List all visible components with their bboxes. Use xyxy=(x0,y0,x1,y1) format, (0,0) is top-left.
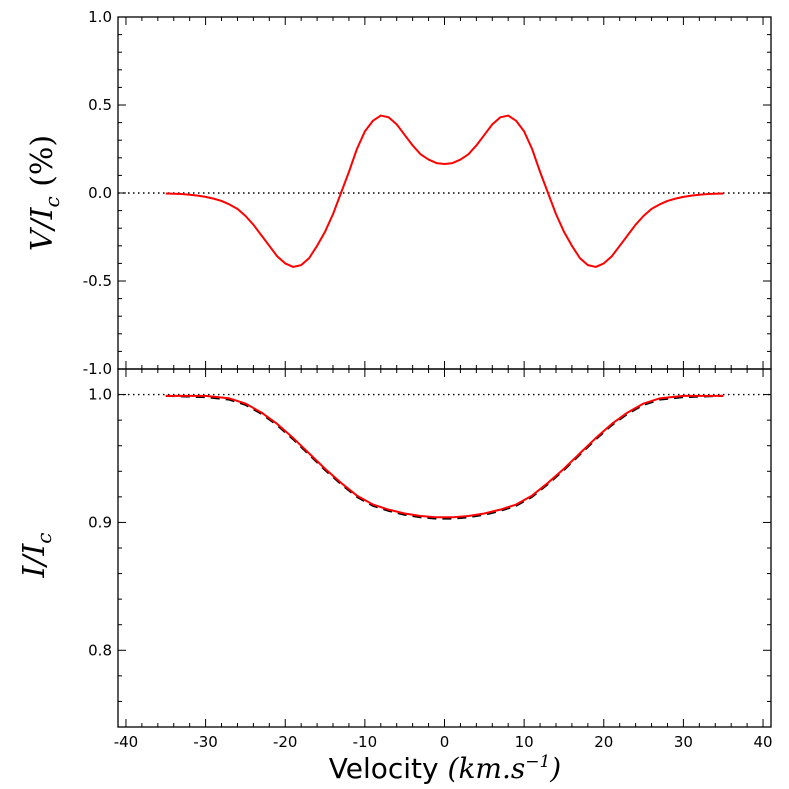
top-y-axis-label: V/Ic (%) xyxy=(25,135,64,251)
x-tick-label: 20 xyxy=(594,733,613,751)
bottom-panel-frame xyxy=(117,368,772,728)
bottom-y-axis-label: I/Ic xyxy=(17,532,56,578)
x-tick-label: -10 xyxy=(353,733,378,751)
x-tick-label: -30 xyxy=(193,733,218,751)
x-tick-label: -20 xyxy=(273,733,298,751)
top-ticks: -1.0 -0.5 0.0 0.5 1.0 xyxy=(83,8,771,378)
x-tick-label: 0 xyxy=(440,733,450,751)
top-y-tick-label: 1.0 xyxy=(88,8,112,26)
top-series-group xyxy=(165,114,724,268)
top-y-tick-label: 0.5 xyxy=(88,96,112,114)
bottom-series-group xyxy=(165,394,724,520)
top-panel: -1.0 -0.5 0.0 0.5 1.0 V/Ic (%) xyxy=(25,8,772,378)
top-y-tick-label: -0.5 xyxy=(83,272,112,290)
bottom-y-tick-label: 0.9 xyxy=(88,513,112,531)
x-tick-label: -40 xyxy=(114,733,139,751)
bottom-y-tick-label: 1.0 xyxy=(88,386,112,404)
bottom-ticks: -40 -30 -20 -10 0 10 20 30 40 0.8 0.9 1.0 xyxy=(88,368,773,751)
x-tick-label: 10 xyxy=(515,733,534,751)
bottom-y-tick-label: 0.8 xyxy=(88,641,112,659)
x-tick-label: 30 xyxy=(674,733,693,751)
bottom-panel: -40 -30 -20 -10 0 10 20 30 40 0.8 0.9 1.0 I/Ic Velo… xyxy=(17,368,773,785)
bottom-series-model-stokes-i xyxy=(165,394,724,519)
top-series-stokes-v-model xyxy=(165,114,724,268)
top-y-tick-label: 0.0 xyxy=(88,184,112,202)
top-y-tick-label: -1.0 xyxy=(83,360,112,378)
x-axis-label: Velocity (km.s−1) xyxy=(329,752,561,785)
x-tick-label: 40 xyxy=(753,733,772,751)
bottom-series-observed-stokes-i xyxy=(165,394,724,520)
